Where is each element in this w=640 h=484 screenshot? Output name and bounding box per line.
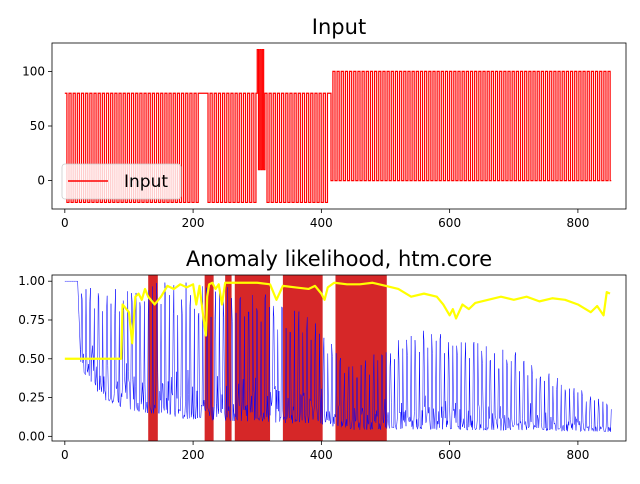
y-tick-label: 0.25 (18, 391, 45, 405)
x-tick-label: 0 (61, 448, 69, 462)
x-tick-label: 400 (310, 216, 333, 230)
x-tick-label: 800 (566, 216, 589, 230)
x-tick-label: 800 (566, 448, 589, 462)
y-tick-label: 0.00 (18, 429, 45, 443)
y-tick-label: 0.50 (18, 352, 45, 366)
anomaly-span (204, 275, 214, 441)
axes-frame (51, 274, 627, 442)
x-tick-label: 0 (61, 216, 69, 230)
plot-area (64, 48, 612, 204)
series-line-likelihood (64, 281, 611, 360)
legend-box (61, 163, 182, 200)
y-tick-label: 0.75 (18, 313, 45, 327)
y-tick-label: 50 (30, 119, 45, 133)
series-line-anomaly-score (64, 280, 612, 433)
anomaly-likelihood-chart: Anomaly likelihood, htm.core 0 200 400 600 80… (18, 247, 627, 462)
series-line-input (64, 48, 612, 204)
axes-frame (51, 42, 627, 210)
chart-title: Input (312, 15, 366, 39)
plot-area (64, 275, 612, 441)
chart-title: Anomaly likelihood, htm.core (186, 247, 492, 271)
y-tick-label: 0 (37, 174, 45, 188)
x-tick-label: 200 (182, 448, 205, 462)
legend-entry: Input (124, 172, 168, 192)
x-tick-label: 600 (438, 448, 461, 462)
y-tick-label: 100 (22, 64, 45, 78)
anomaly-span (225, 275, 232, 441)
y-tick-label: 1.00 (18, 274, 45, 288)
legend: Input (61, 163, 182, 200)
input-chart: Input 0 200 400 600 800 0 50 100 Input (22, 15, 627, 230)
x-tick-label: 600 (438, 216, 461, 230)
x-tick-label: 200 (182, 216, 205, 230)
x-tick-label: 400 (310, 448, 333, 462)
